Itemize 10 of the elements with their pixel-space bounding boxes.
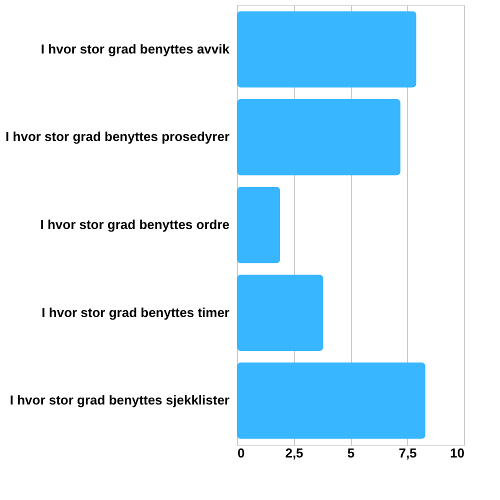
- x-tick-label: 7,5: [398, 446, 417, 460]
- y-tick-label: I hvor stor grad benyttes ordre: [40, 217, 230, 232]
- y-tick-label: I hvor stor grad benyttes avvik: [40, 41, 230, 56]
- y-tick-label: I hvor stor grad benyttes prosedyrer: [6, 129, 230, 144]
- y-tick-label: I hvor stor grad benyttes timer: [42, 304, 230, 320]
- x-tick-label: 2,5: [285, 446, 304, 460]
- x-tick-label: 10: [450, 446, 464, 460]
- x-tick-label: 5: [347, 446, 355, 460]
- x-tick-label: 0: [238, 446, 245, 460]
- y-tick-label: I hvor stor grad benyttes sjekklister: [10, 392, 230, 408]
